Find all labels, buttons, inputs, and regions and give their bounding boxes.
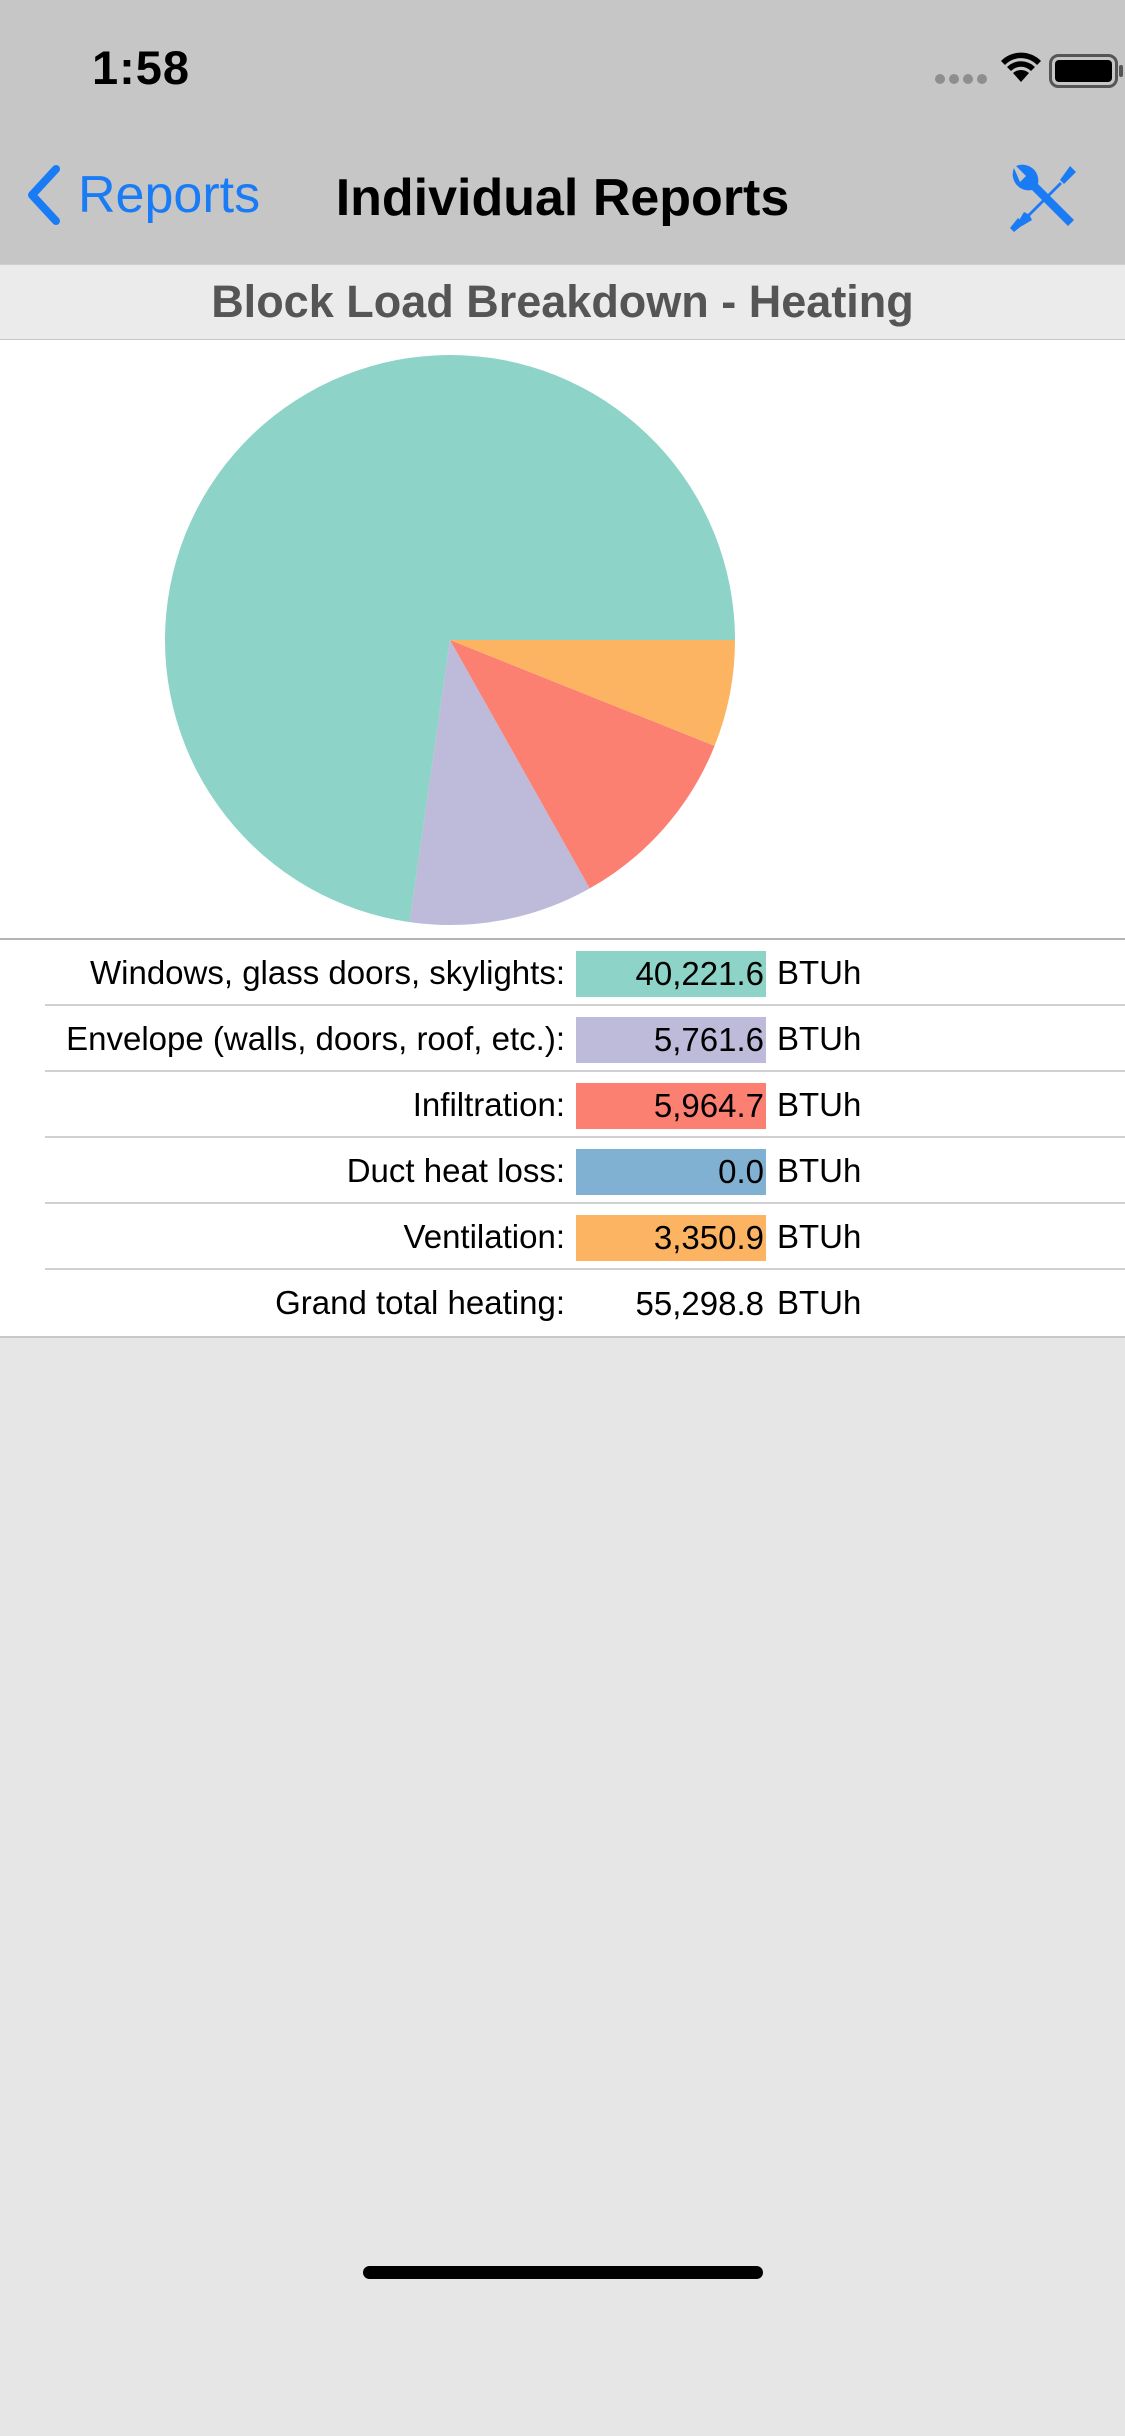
breakdown-table: Windows, glass doors, skylights: 40,221.… — [0, 938, 1125, 1338]
pie-slice-0 — [165, 354, 736, 923]
cellular-signal-icon — [935, 74, 989, 84]
row-divider — [45, 1202, 1125, 1204]
home-indicator — [363, 2266, 763, 2279]
row-unit: BTUh — [777, 1020, 862, 1057]
row-label: Ventilation: — [403, 1218, 565, 1255]
table-row: Infiltration: 5,964.7 BTUh — [0, 1072, 1125, 1138]
row-value: 5,761.6 — [576, 1017, 766, 1063]
back-button-label: Reports — [78, 166, 261, 224]
row-value: 0.0 — [576, 1149, 766, 1195]
section-header: Block Load Breakdown - Heating — [0, 264, 1125, 341]
row-value: 55,298.8 — [635, 1285, 764, 1322]
row-label: Grand total heating: — [275, 1284, 565, 1321]
status-time: 1:58 — [92, 41, 191, 94]
row-divider — [45, 1070, 1125, 1072]
pie-slice-4 — [450, 640, 735, 746]
row-unit: BTUh — [777, 1086, 862, 1123]
battery-icon — [1049, 54, 1123, 88]
row-divider — [45, 1268, 1125, 1270]
pie-slice-2 — [450, 640, 715, 889]
tools-icon[interactable] — [1004, 160, 1080, 236]
pie-slice-1 — [409, 640, 590, 925]
row-label: Infiltration: — [412, 1086, 565, 1123]
row-unit: BTUh — [777, 1218, 862, 1255]
page-title: Individual Reports — [335, 169, 790, 227]
row-value: 5,964.7 — [576, 1083, 766, 1129]
row-label: Windows, glass doors, skylights: — [89, 954, 565, 991]
wifi-icon — [1001, 52, 1041, 82]
row-value: 3,350.9 — [576, 1215, 766, 1261]
chevron-left-icon — [28, 165, 60, 225]
table-row: Duct heat loss: 0.0 BTUh — [0, 1138, 1125, 1204]
row-unit: BTUh — [777, 1284, 862, 1321]
row-divider — [45, 1136, 1125, 1138]
top-bar: 1:58 Reports Individual Reports — [0, 0, 1125, 264]
row-value: 40,221.6 — [576, 951, 766, 997]
table-row: Windows, glass doors, skylights: 40,221.… — [0, 940, 1125, 1006]
back-button[interactable]: Reports — [24, 160, 260, 230]
pie-chart — [165, 354, 736, 925]
row-divider — [45, 1004, 1125, 1006]
table-row: Ventilation: 3,350.9 BTUh — [0, 1204, 1125, 1270]
row-unit: BTUh — [777, 954, 862, 991]
row-label: Duct heat loss: — [346, 1152, 565, 1189]
table-row: Envelope (walls, doors, roof, etc.): 5,7… — [0, 1006, 1125, 1072]
row-label: Envelope (walls, doors, roof, etc.): — [66, 1020, 565, 1057]
row-unit: BTUh — [777, 1152, 862, 1189]
pie-chart-panel — [0, 340, 1125, 938]
table-row-total: Grand total heating: 55,298.8 BTUh — [0, 1270, 1125, 1336]
